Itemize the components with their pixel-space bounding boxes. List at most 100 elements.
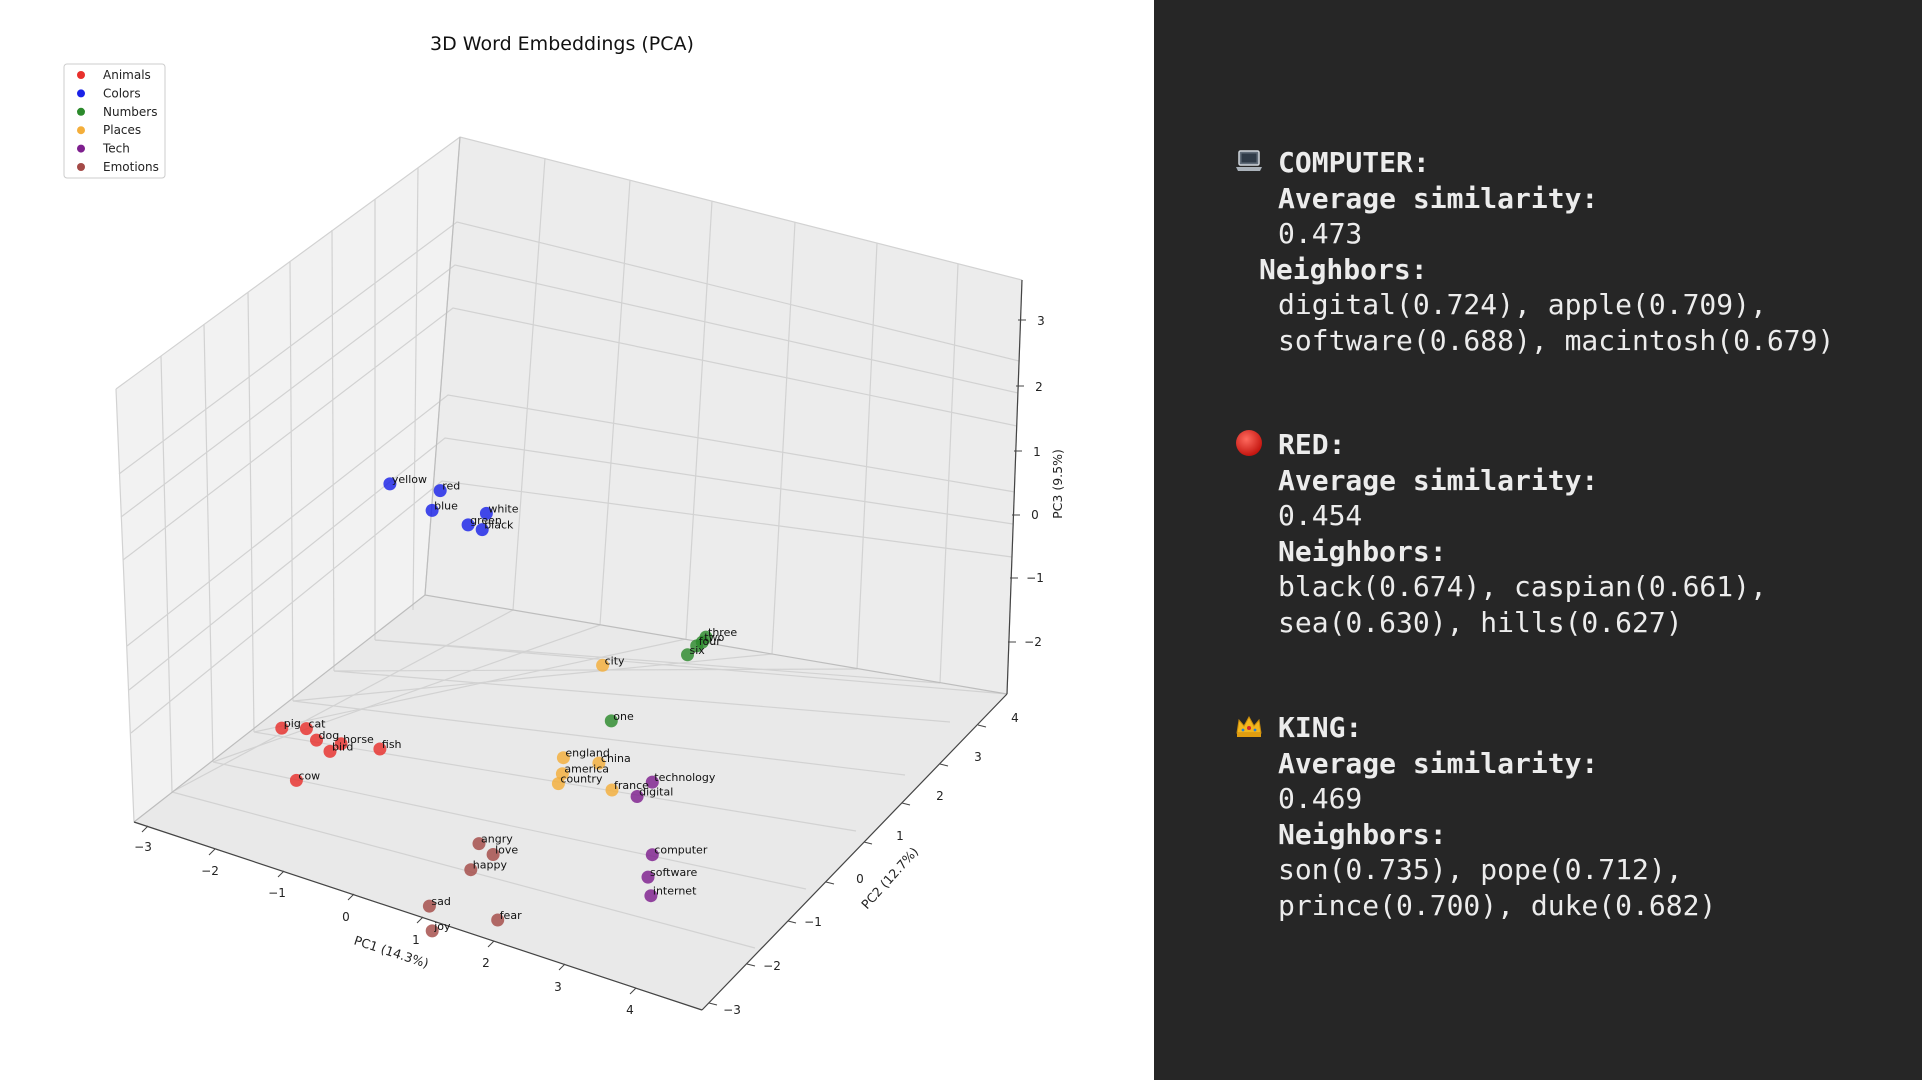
data-point [551, 777, 565, 791]
word-block-header: RED: [1236, 427, 1767, 463]
data-point [699, 630, 713, 644]
y-axis-ticks: −3 −2 −1 0 1 2 3 4 [708, 711, 1019, 1017]
data-point [299, 722, 313, 736]
point-label: pig [284, 717, 301, 730]
back-pane-left [116, 137, 460, 822]
legend-marker [77, 126, 85, 135]
data-point [486, 848, 500, 861]
z-axis-label: PC3 (9.5%) [1050, 449, 1065, 519]
pane-edges [133, 136, 1008, 823]
data-point [422, 899, 436, 913]
point-label: country [560, 773, 603, 786]
z-tick-label: 0 [1031, 508, 1039, 522]
neighbors-line: prince(0.700), duke(0.682) [1278, 888, 1717, 922]
average-similarity-label: Average similarity: [1278, 746, 1599, 780]
x-tick-label: −2 [201, 864, 219, 878]
point-label: china [601, 752, 631, 765]
average-similarity-value: 0.454 [1278, 499, 1363, 532]
point-label: cat [308, 718, 326, 731]
data-point [464, 863, 478, 877]
data-point [491, 913, 505, 927]
average-similarity-label: Average similarity: [1278, 181, 1599, 215]
x-tick-label: 0 [342, 910, 350, 924]
chart-title: 3D Word Embeddings (PCA) [430, 33, 694, 55]
point-label: two [704, 631, 724, 644]
point-label: one [613, 710, 634, 723]
data-point [596, 658, 610, 672]
word-block-computer: COMPUTER: Average similarity: 0.473 Neig… [1236, 145, 1834, 358]
legend-marker [77, 89, 85, 98]
similarity-panel: COMPUTER: Average similarity: 0.473 Neig… [1154, 0, 1922, 1080]
data-point [289, 773, 303, 787]
legend-marker [77, 71, 85, 79]
data-point [644, 889, 658, 903]
word-title: COMPUTER: [1278, 146, 1430, 179]
chart-panel: −3 −2 −1 0 1 2 3 4 PC1 (14.3%) −3 −2 −1 [63, 33, 1065, 1017]
neighbors-line: black(0.674), caspian(0.661), [1278, 570, 1767, 603]
y-tick-label: −3 [723, 1003, 741, 1017]
point-label: internet [653, 885, 697, 898]
legend-marker [77, 107, 85, 116]
point-label: six [690, 644, 706, 657]
data-point [630, 790, 644, 803]
point-label: computer [654, 844, 708, 857]
y-axis-label: PC2 (12.7%) [858, 844, 921, 912]
neighbors-label: Neighbors: [1278, 817, 1447, 851]
point-label: software [650, 866, 697, 879]
data-point [461, 518, 475, 532]
back-pane-right [425, 137, 1022, 694]
data-point [433, 484, 447, 498]
legend: Animals Colors Numbers Places Tech Emotions [63, 63, 166, 179]
point-label: city [605, 654, 625, 667]
y-tick-label: 1 [896, 829, 904, 843]
word-title: KING: [1278, 711, 1363, 744]
neighbors-label: Neighbors: [1259, 252, 1428, 286]
data-point [555, 767, 569, 781]
data-point [383, 477, 397, 491]
average-similarity-label: Average similarity: [1278, 463, 1599, 497]
z-tick-label: 3 [1037, 314, 1045, 328]
legend-marker [77, 144, 85, 153]
data-point [592, 756, 606, 770]
data-point [472, 837, 486, 851]
point-label: dog [319, 729, 340, 742]
point-label: red [442, 480, 460, 493]
legend-label: Colors [103, 86, 141, 100]
x-axis-ticks: −3 −2 −1 0 1 2 3 4 [134, 825, 637, 1017]
data-point [556, 751, 570, 765]
neighbors-line: sea(0.630), hills(0.627) [1278, 605, 1683, 639]
point-label: sad [431, 895, 450, 908]
point-label: technology [654, 771, 716, 784]
point-label: america [564, 763, 609, 776]
z-tick-label: 2 [1035, 380, 1043, 394]
floor-pane [134, 595, 1007, 1010]
neighbors-line: son(0.735), pope(0.712), [1278, 853, 1683, 886]
data-point [641, 870, 655, 884]
data-point [604, 714, 618, 728]
data-point [425, 503, 439, 517]
point-label: love [495, 844, 518, 857]
point-label: angry [481, 833, 513, 846]
legend-items: Animals Colors Numbers Places Tech Emotions [77, 68, 159, 174]
legend-label: Places [103, 123, 141, 137]
word-block-king: KING: Average similarity: 0.469 Neighbor… [1236, 710, 1717, 923]
x-tick-label: 1 [412, 933, 420, 947]
point-label: cow [298, 769, 320, 782]
z-axis-ticks: −2 −1 0 1 2 3 [1008, 314, 1045, 649]
data-point [475, 523, 489, 537]
data-point [323, 744, 337, 758]
legend-marker [77, 163, 85, 171]
point-label: happy [473, 859, 508, 872]
data-point [645, 775, 659, 789]
z-axis-line [1006, 279, 1023, 695]
point-label: three [708, 626, 737, 639]
point-label: joy [433, 920, 451, 933]
point-label: fear [500, 909, 522, 922]
data-point [645, 848, 659, 862]
point-label: fish [382, 738, 402, 751]
x-tick-label: 4 [626, 1003, 634, 1017]
point-label: yellow [392, 473, 427, 486]
axis-lines [133, 279, 1023, 1011]
y-tick-label: 3 [974, 750, 982, 764]
